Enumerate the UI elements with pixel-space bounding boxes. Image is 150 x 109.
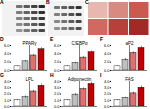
svg-text:FAS: FAS <box>125 77 134 82</box>
svg-text:2.0: 2.0 <box>4 91 10 96</box>
svg-text:0.0: 0.0 <box>4 104 10 109</box>
svg-text:2.0: 2.0 <box>4 59 10 64</box>
svg-text:0.0: 0.0 <box>4 68 10 73</box>
svg-text:Adiponectin: Adiponectin <box>68 77 92 82</box>
html-text:E: E <box>50 36 54 42</box>
svg-text:1.0: 1.0 <box>54 98 60 103</box>
svg-text:4.0: 4.0 <box>54 51 60 56</box>
svg-text:aP2: aP2 <box>125 41 134 46</box>
svg-text:4.0: 4.0 <box>4 79 10 84</box>
svg-text:4.0: 4.0 <box>104 51 110 56</box>
svg-text:LPL: LPL <box>25 77 34 82</box>
svg-text:1.0: 1.0 <box>4 98 10 103</box>
svg-text:1.0: 1.0 <box>104 98 110 103</box>
svg-text:3.0: 3.0 <box>4 85 10 90</box>
svg-text:2.0: 2.0 <box>104 91 110 96</box>
html-text:B: B <box>46 0 50 5</box>
html-text:A: A <box>0 0 4 5</box>
html-text:G: G <box>0 72 4 78</box>
svg-text:2.0: 2.0 <box>54 91 60 96</box>
svg-text:C/EBPα: C/EBPα <box>71 41 88 46</box>
svg-text:6.0: 6.0 <box>54 43 60 48</box>
svg-text:2.0: 2.0 <box>104 59 110 64</box>
svg-text:0.0: 0.0 <box>54 104 60 109</box>
svg-text:0.0: 0.0 <box>104 104 110 109</box>
html-text:H: H <box>50 72 54 78</box>
svg-text:4.0: 4.0 <box>54 79 60 84</box>
svg-text:0.0: 0.0 <box>54 68 60 73</box>
svg-text:0.0: 0.0 <box>104 68 110 73</box>
svg-text:3.0: 3.0 <box>54 85 60 90</box>
html-text:C: C <box>85 0 89 5</box>
svg-text:PPARγ: PPARγ <box>22 41 37 46</box>
svg-text:6.0: 6.0 <box>104 43 110 48</box>
html-text:I: I <box>100 72 102 78</box>
html-text:D: D <box>0 36 4 42</box>
svg-text:6.0: 6.0 <box>4 43 10 48</box>
svg-text:4.0: 4.0 <box>104 79 110 84</box>
svg-text:2.0: 2.0 <box>54 59 60 64</box>
svg-text:3.0: 3.0 <box>104 85 110 90</box>
svg-text:4.0: 4.0 <box>4 51 10 56</box>
html-text:F: F <box>100 36 104 42</box>
